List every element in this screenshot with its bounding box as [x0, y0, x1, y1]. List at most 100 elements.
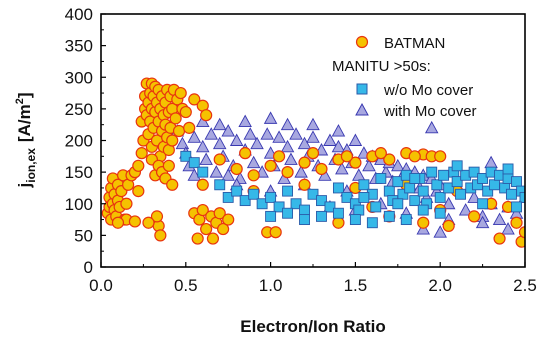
data-points: [101, 77, 525, 248]
without-mo-cover-point: [349, 214, 361, 226]
with-mo-cover-point: [209, 165, 224, 178]
without-mo-cover-point: [404, 182, 416, 194]
batman-point: [510, 216, 523, 229]
without-mo-cover-point: [231, 185, 243, 197]
with-mo-cover-point: [187, 168, 202, 181]
batman-point: [468, 210, 481, 223]
with-mo-cover-point: [433, 225, 447, 238]
without-mo-cover-point: [383, 210, 395, 222]
legend-marker-without-mo-cover: [356, 83, 368, 95]
y-tick-label: 350: [65, 37, 93, 56]
batman-point: [154, 229, 167, 242]
y-axis-title: jion,ex [A/m2]: [14, 93, 38, 189]
without-mo-cover-point: [438, 169, 450, 181]
batman-point: [247, 169, 260, 182]
without-mo-cover-point: [299, 214, 310, 226]
without-mo-cover-point: [434, 207, 446, 219]
batman-point: [281, 166, 294, 179]
batman-point: [340, 150, 354, 163]
batman-point: [191, 232, 204, 245]
x-tick-label: 0.5: [174, 276, 198, 295]
without-mo-cover-point: [248, 188, 260, 200]
without-mo-cover-point: [214, 179, 226, 191]
without-mo-cover-point: [239, 195, 251, 207]
with-mo-cover-point: [229, 133, 244, 146]
with-mo-cover-point: [441, 196, 456, 210]
without-mo-cover-point: [409, 195, 421, 207]
without-mo-cover-point: [417, 204, 429, 216]
legend-heading: MANITU >50s:: [332, 58, 431, 75]
batman-point: [166, 178, 179, 191]
batman-point: [135, 147, 148, 160]
legend-label-without-mo-cover: w/o Mo cover: [383, 82, 473, 99]
without-mo-cover-point: [316, 195, 327, 207]
x-tick-label: 1.0: [259, 276, 283, 295]
batman-point: [142, 216, 155, 229]
without-mo-cover-point: [358, 179, 370, 191]
batman-point: [315, 162, 328, 176]
y-tick-label: 400: [65, 5, 93, 24]
with-mo-cover-point: [424, 120, 439, 134]
batman-point: [183, 121, 196, 134]
legend: BATMAN MANITU >50s: w/o Mo cover with Mo…: [332, 35, 477, 120]
without-mo-cover-point: [324, 201, 336, 213]
batman-point: [111, 216, 125, 229]
without-mo-cover-point: [511, 201, 522, 213]
without-mo-cover-point: [511, 176, 522, 188]
y-tick-label: 250: [65, 100, 93, 119]
batman-point: [196, 203, 209, 217]
y-axis-unit-exponent: 2: [14, 98, 26, 104]
batman-point: [222, 213, 235, 226]
with-mo-cover-point: [212, 117, 227, 131]
batman-point: [169, 112, 182, 125]
batman-point: [306, 147, 320, 160]
batman-point: [196, 178, 209, 191]
without-mo-cover-point: [409, 172, 421, 184]
with-mo-cover-point: [212, 136, 227, 150]
x-axis-title: Electron/Ion Ratio: [240, 317, 385, 336]
batman-point: [374, 147, 387, 160]
with-mo-cover-point: [475, 215, 490, 229]
batman-point: [230, 162, 243, 176]
without-mo-cover-point: [468, 166, 480, 178]
y-axis-unit: [A/m: [15, 104, 34, 142]
batman-point: [442, 219, 455, 232]
without-mo-cover-point: [358, 191, 370, 203]
x-tick-label: 1.5: [344, 276, 368, 295]
x-tick-label: 2.0: [428, 276, 452, 295]
without-mo-cover-point: [299, 204, 310, 216]
y-axis-symbol: j: [15, 183, 34, 189]
without-mo-cover-point: [222, 191, 234, 203]
batman-point: [493, 232, 506, 245]
without-mo-cover-point: [366, 217, 378, 229]
with-mo-cover-point: [221, 168, 235, 181]
batman-point: [298, 156, 311, 169]
with-mo-cover-point: [187, 130, 202, 143]
without-mo-cover-point: [273, 201, 285, 213]
without-mo-cover-point: [332, 207, 344, 219]
with-mo-cover-point: [246, 155, 261, 169]
without-mo-cover-point: [502, 163, 514, 175]
with-mo-cover-point: [196, 139, 210, 153]
with-mo-cover-point: [331, 124, 346, 137]
without-mo-cover-point: [383, 185, 395, 197]
with-mo-cover-point: [175, 136, 190, 150]
with-mo-cover-point: [306, 117, 320, 131]
batman-point: [200, 222, 213, 236]
batman-point: [298, 178, 311, 191]
batman-point: [132, 185, 145, 198]
with-mo-cover-point: [199, 152, 213, 165]
without-mo-cover-point: [341, 191, 353, 203]
with-mo-cover-point: [204, 127, 218, 140]
without-mo-cover-point: [455, 188, 467, 200]
batman-point: [272, 150, 286, 163]
batman-point: [132, 159, 145, 172]
with-mo-cover-point: [294, 165, 308, 178]
with-mo-cover-point: [280, 139, 295, 153]
without-mo-cover-point: [188, 157, 200, 169]
batman-point: [332, 216, 345, 229]
axis-ticks: 0.0 0.5 1.0 1.5 2.0 2.5 0 50 100 150 200 250 300 350 4…: [65, 5, 537, 295]
batman-point: [408, 150, 421, 163]
with-mo-cover-point: [289, 127, 303, 140]
